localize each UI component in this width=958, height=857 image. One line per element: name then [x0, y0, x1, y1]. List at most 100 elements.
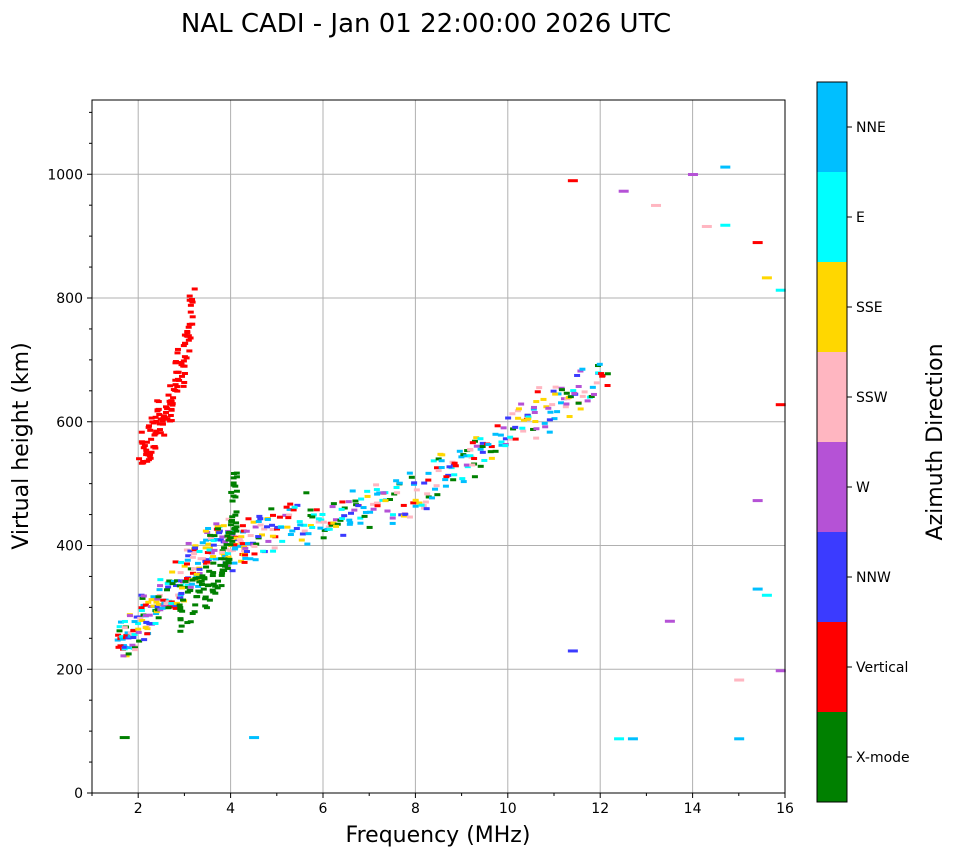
data-point: [389, 516, 396, 520]
data-point: [588, 394, 595, 398]
data-point: [255, 535, 262, 539]
data-point: [156, 588, 163, 592]
data-point: [425, 471, 432, 475]
data-point: [243, 550, 250, 554]
data-point: [555, 392, 562, 396]
data-point: [150, 595, 157, 599]
data-point: [515, 416, 522, 420]
data-point: [310, 513, 317, 517]
data-point: [492, 432, 499, 436]
data-point: [130, 629, 137, 633]
data-point: [360, 506, 367, 510]
data-point: [228, 519, 235, 523]
colorbar-segment: [817, 172, 847, 262]
x-axis-label: Frequency (MHz): [346, 823, 531, 848]
data-point: [581, 390, 588, 394]
data-point: [186, 349, 193, 353]
data-point: [210, 539, 217, 543]
data-point: [509, 412, 516, 416]
data-point: [210, 582, 217, 586]
data-point: [189, 298, 196, 301]
data-point: [120, 654, 127, 658]
data-point: [169, 403, 176, 407]
data-point: [546, 430, 553, 434]
data-point: [290, 508, 297, 512]
data-point: [219, 568, 226, 572]
data-point: [451, 473, 458, 477]
data-point: [154, 605, 161, 609]
data-point: [225, 517, 232, 521]
data-point: [239, 524, 246, 528]
data-point: [203, 606, 210, 610]
data-point: [131, 632, 138, 636]
data-point: [180, 384, 187, 388]
data-point: [218, 584, 225, 588]
y-tick-label: 1000: [47, 167, 83, 183]
data-point: [570, 389, 577, 393]
data-point: [168, 600, 175, 604]
data-point: [775, 288, 786, 292]
data-point: [139, 596, 146, 600]
data-point: [154, 597, 161, 601]
data-point: [216, 531, 223, 535]
data-point: [533, 427, 540, 431]
data-point: [477, 447, 484, 451]
data-point: [567, 395, 574, 399]
data-point: [252, 558, 259, 562]
data-point: [241, 560, 248, 564]
data-point: [225, 561, 232, 565]
data-point: [510, 427, 517, 431]
data-point: [412, 504, 419, 508]
x-tick-label: 2: [134, 801, 143, 817]
data-point: [346, 518, 353, 522]
data-point: [222, 540, 229, 544]
data-point: [286, 513, 293, 517]
data-point: [367, 510, 374, 514]
data-point: [121, 645, 128, 649]
data-point: [320, 536, 327, 540]
data-point: [270, 549, 277, 553]
data-point: [481, 458, 488, 462]
data-point: [574, 373, 581, 377]
data-point: [147, 456, 154, 460]
data-point: [734, 737, 745, 741]
data-point: [177, 629, 184, 633]
data-point: [236, 537, 243, 541]
data-point: [422, 500, 429, 504]
data-point: [452, 464, 459, 468]
data-point: [159, 419, 166, 423]
data-point: [150, 445, 157, 449]
data-point: [196, 549, 203, 553]
data-point: [334, 522, 341, 526]
data-point: [307, 508, 314, 512]
data-point: [186, 294, 193, 298]
data-point: [174, 385, 181, 389]
data-point: [435, 457, 442, 461]
data-point: [502, 444, 509, 448]
colorbar-segment: [817, 442, 847, 532]
data-point: [530, 427, 537, 431]
data-point: [552, 385, 559, 389]
data-point: [341, 514, 348, 518]
data-point: [364, 494, 371, 498]
data-point: [170, 396, 177, 400]
data-point: [130, 634, 137, 638]
data-point: [590, 392, 597, 396]
data-point: [185, 325, 192, 329]
data-point: [163, 417, 170, 421]
data-point: [173, 584, 180, 588]
data-point: [278, 525, 285, 529]
data-point: [520, 429, 527, 433]
data-point: [473, 444, 480, 448]
data-point: [463, 454, 470, 458]
data-point: [253, 542, 260, 546]
data-point: [203, 538, 210, 542]
data-point: [180, 344, 187, 348]
data-point: [230, 494, 237, 498]
data-point: [184, 334, 191, 338]
x-tick-label: 14: [684, 801, 702, 817]
data-point: [224, 551, 231, 555]
data-point: [430, 459, 437, 463]
data-point: [349, 489, 356, 493]
data-point: [546, 418, 553, 422]
